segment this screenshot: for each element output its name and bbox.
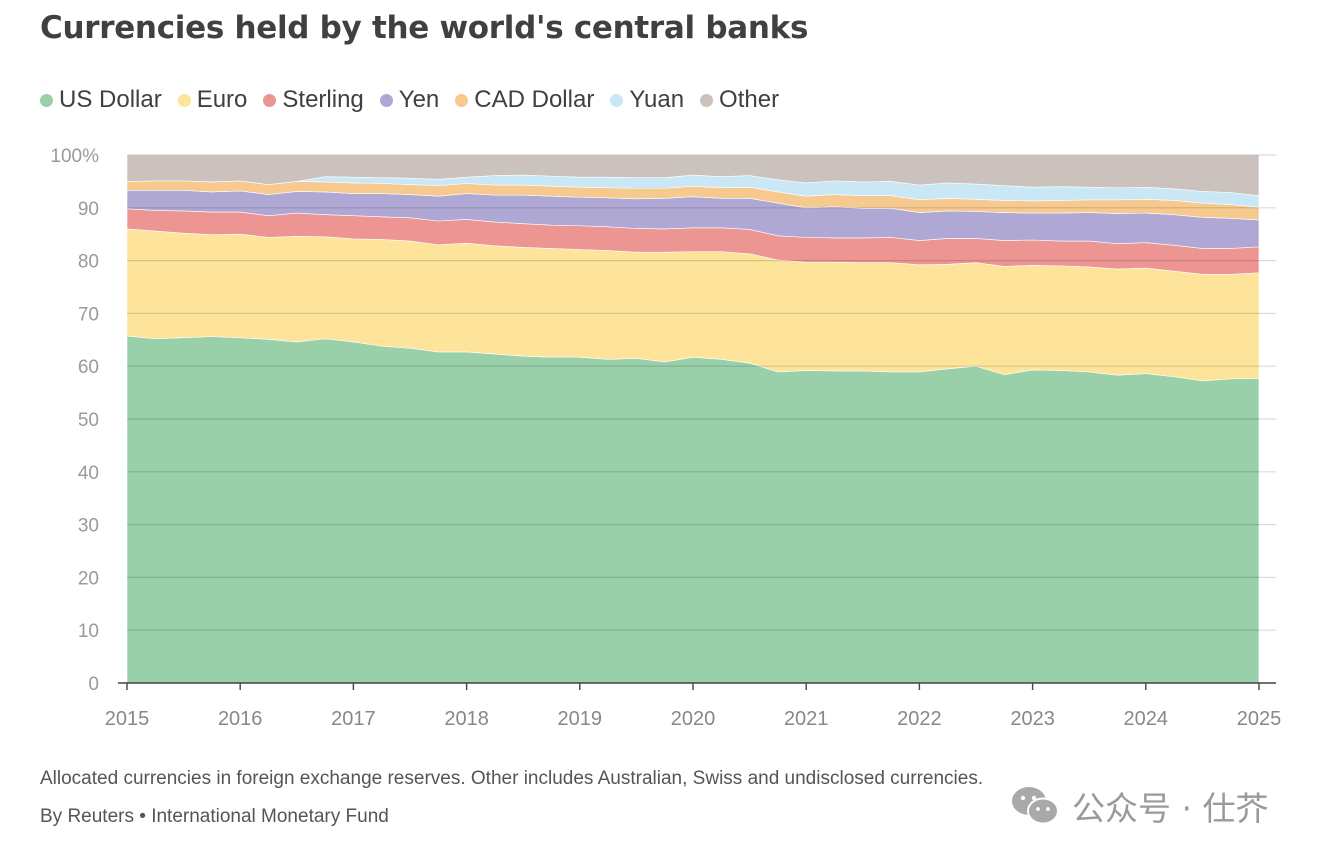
legend-swatch bbox=[379, 93, 393, 107]
y-tick-label: 100% bbox=[50, 146, 99, 167]
legend-label: Yuan bbox=[629, 86, 685, 113]
legend-swatch bbox=[610, 93, 624, 107]
legend-item-2: Sterling bbox=[263, 86, 364, 114]
legend-swatch bbox=[455, 93, 469, 107]
legend: US Dollar Euro Sterling Yen CAD Dollar Yuan Ot… bbox=[40, 86, 779, 114]
legend-label: Euro bbox=[196, 86, 248, 113]
legend-item-6: Other bbox=[700, 86, 779, 114]
x-tick-label: 2017 bbox=[331, 708, 376, 730]
legend-swatch bbox=[177, 93, 191, 107]
y-tick-label: 10 bbox=[78, 621, 99, 642]
y-tick-label: 20 bbox=[78, 568, 99, 589]
x-tick-label: 2020 bbox=[671, 708, 716, 730]
legend-label: Sterling bbox=[282, 86, 364, 113]
chart-footnote: Allocated currencies in foreign exchange… bbox=[40, 768, 984, 789]
legend-label: Yen bbox=[398, 86, 440, 113]
x-tick-label: 2021 bbox=[784, 708, 829, 730]
y-tick-label: 0 bbox=[88, 674, 99, 695]
area-series-0 bbox=[126, 335, 1260, 684]
legend-item-5: Yuan bbox=[610, 86, 684, 114]
x-tick-label: 2016 bbox=[218, 708, 263, 730]
legend-item-3: Yen bbox=[379, 86, 440, 114]
legend-item-4: CAD Dollar bbox=[455, 86, 594, 114]
y-tick-label: 90 bbox=[78, 199, 99, 220]
chart-source: By Reuters • International Monetary Fund bbox=[40, 806, 389, 827]
y-tick-label: 30 bbox=[78, 516, 99, 537]
y-tick-label: 60 bbox=[78, 357, 99, 378]
legend-item-1: Euro bbox=[177, 86, 248, 114]
y-tick-label: 70 bbox=[78, 304, 99, 325]
x-tick-label: 2022 bbox=[897, 708, 942, 730]
y-tick-label: 40 bbox=[78, 463, 99, 484]
legend-swatch bbox=[40, 93, 53, 107]
x-tick-label: 2023 bbox=[1010, 708, 1055, 730]
legend-label: US Dollar bbox=[59, 86, 162, 113]
wechat-icon bbox=[1012, 787, 1059, 825]
y-tick-label: 50 bbox=[78, 410, 99, 431]
x-tick-label: 2025 bbox=[1237, 708, 1282, 730]
watermark-text: 公众号 · 仕芥 bbox=[1072, 789, 1269, 828]
legend-item-0: US Dollar bbox=[40, 86, 162, 114]
x-tick-label: 2015 bbox=[105, 708, 150, 730]
x-tick-label: 2018 bbox=[444, 708, 489, 730]
legend-swatch bbox=[263, 93, 277, 107]
area-series-6 bbox=[126, 154, 1260, 196]
legend-swatch bbox=[700, 93, 714, 107]
y-tick-label: 80 bbox=[78, 252, 99, 273]
x-tick-label: 2024 bbox=[1124, 708, 1169, 730]
legend-label: Other bbox=[719, 86, 780, 113]
x-tick-label: 2019 bbox=[558, 708, 603, 730]
watermark: 公众号 · 仕芥 bbox=[1010, 782, 1268, 830]
chart-title: Currencies held by the world's central b… bbox=[40, 10, 809, 46]
legend-label: CAD Dollar bbox=[474, 86, 595, 113]
